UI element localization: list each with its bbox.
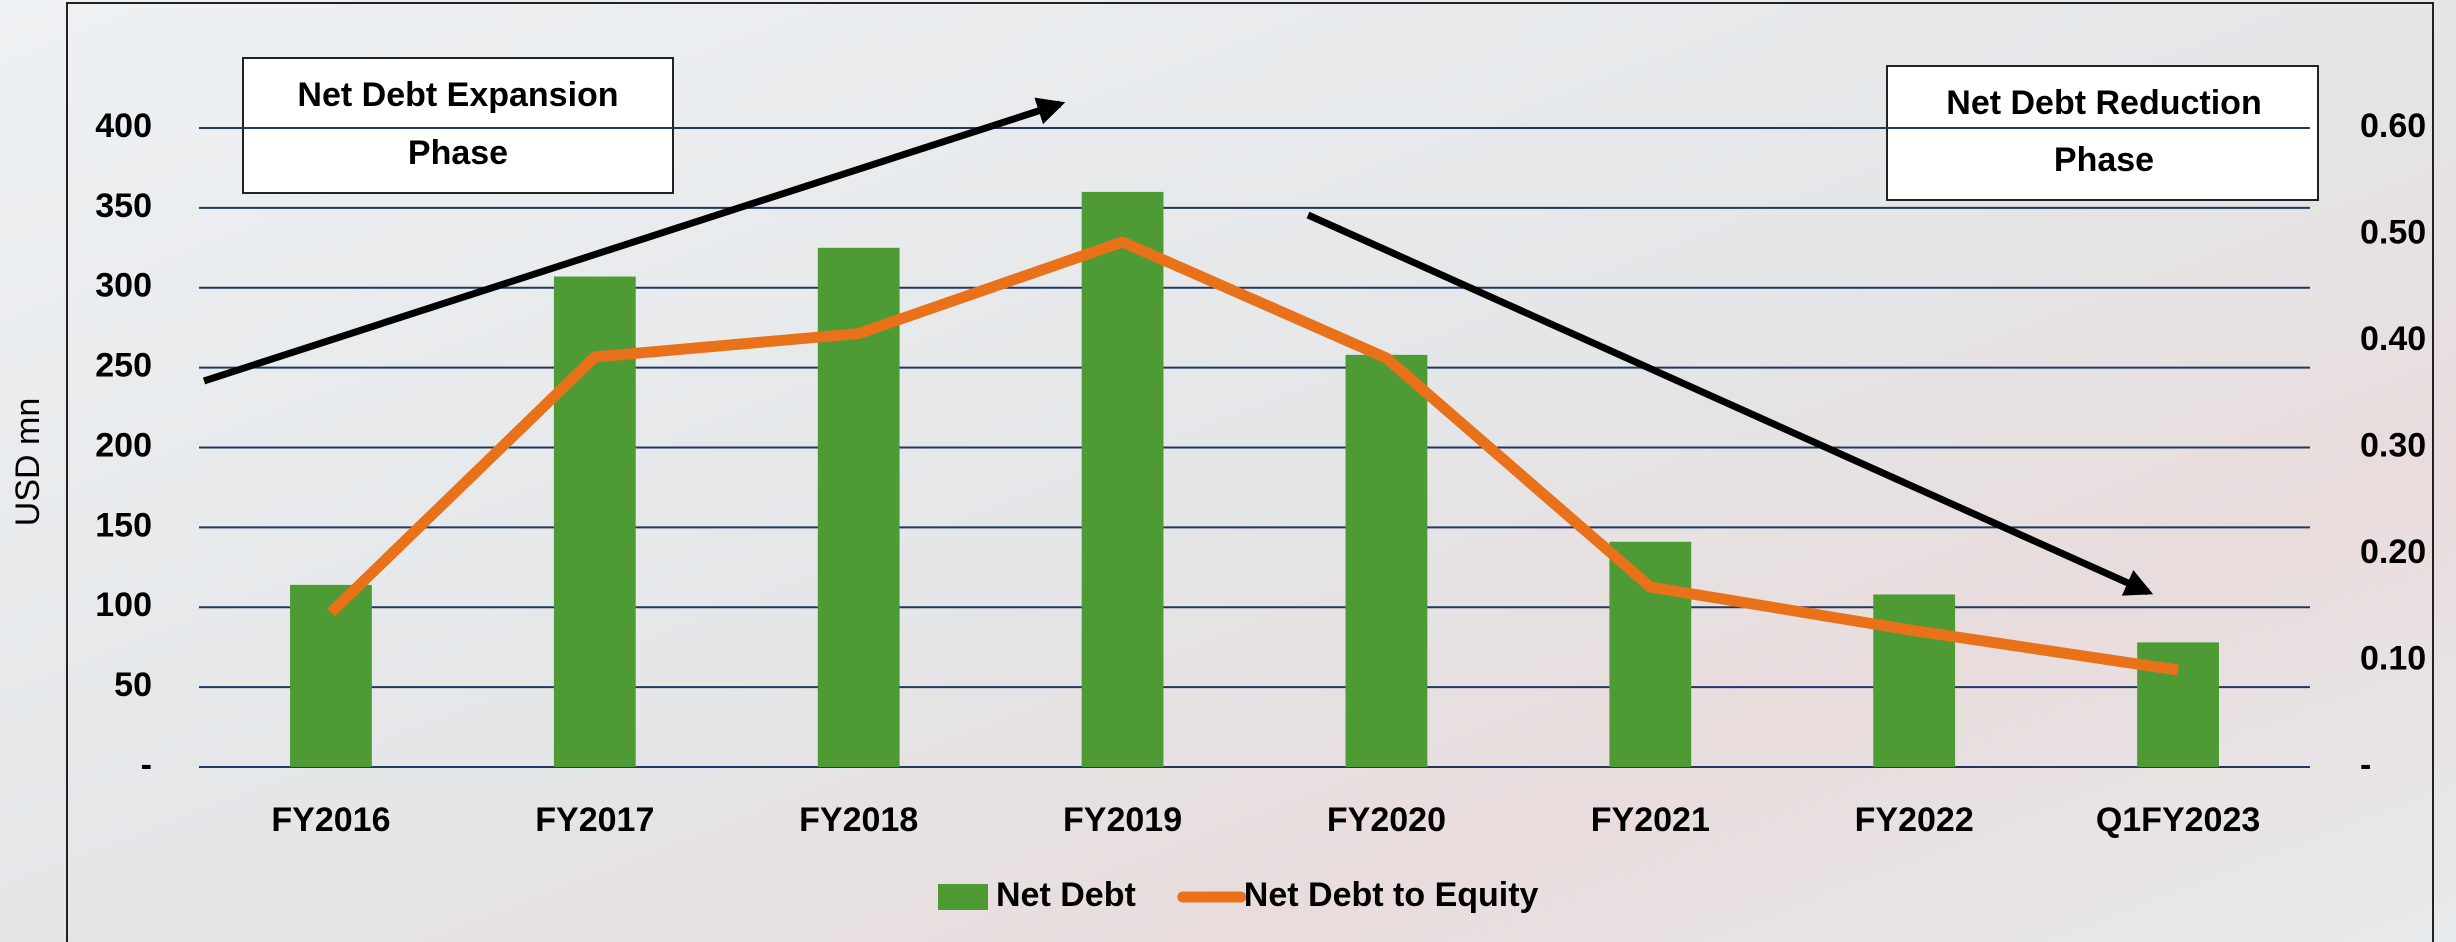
annotation: Net Debt Expansion: [297, 76, 618, 114]
annotation: Phase: [408, 134, 508, 172]
tick-label: 0.50: [2360, 213, 2426, 251]
tick-label: -: [141, 746, 152, 784]
x-tick-label: FY2021: [1591, 801, 1710, 839]
tick-label: 0.10: [2360, 639, 2426, 677]
bar: [1873, 594, 1955, 767]
x-tick-label: FY2017: [535, 801, 654, 839]
legend-label: Net Debt: [996, 876, 1136, 914]
chart: USD mn Net Debt Expansion Phase Net Debt…: [0, 0, 2456, 942]
tick-label: 300: [95, 267, 152, 305]
tick-label: 350: [95, 187, 152, 225]
tick-label: -: [2360, 746, 2371, 784]
tick-label: 400: [95, 107, 152, 145]
tick-label: 0.60: [2360, 107, 2426, 145]
x-tick-label: FY2018: [799, 801, 918, 839]
x-tick-label: FY2020: [1327, 801, 1446, 839]
tick-label: 200: [95, 426, 152, 464]
x-tick-label: Q1FY2023: [2096, 801, 2260, 839]
x-tick-label: FY2016: [271, 801, 390, 839]
tick-label: 150: [95, 506, 152, 544]
tick-label: 100: [95, 586, 152, 624]
legend-swatch: [938, 884, 988, 910]
annotation: Phase: [2054, 141, 2154, 179]
tick-label: 0.40: [2360, 320, 2426, 358]
y-axis-label: USD mn: [9, 398, 47, 526]
tick-label: 50: [114, 666, 152, 704]
bar: [1082, 192, 1164, 767]
bar: [1346, 355, 1428, 767]
annotation: Net Debt Reduction: [1946, 84, 2261, 122]
x-tick-label: FY2022: [1855, 801, 1974, 839]
x-tick-label: FY2019: [1063, 801, 1182, 839]
legend-label: Net Debt to Equity: [1244, 876, 1539, 914]
tick-label: 0.30: [2360, 426, 2426, 464]
tick-label: 250: [95, 347, 152, 385]
bar: [1609, 542, 1691, 767]
tick-label: 0.20: [2360, 533, 2426, 571]
